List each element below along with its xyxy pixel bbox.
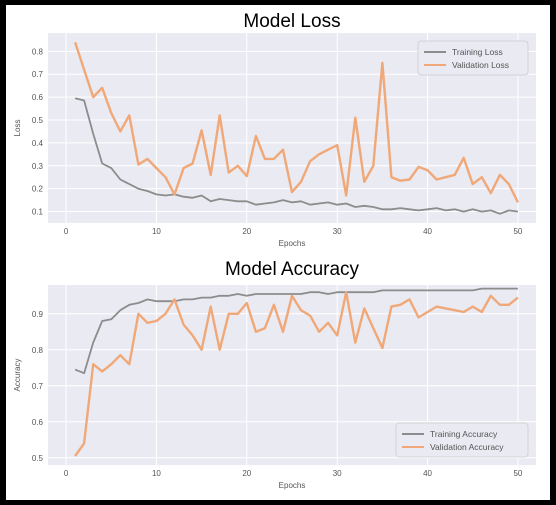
model-accuracy-x-tick-label: 10	[152, 469, 161, 478]
model-accuracy-x-tick-label: 0	[64, 469, 69, 478]
model-accuracy-legend: Training Accuracy Validation Accuracy	[395, 422, 529, 458]
model-loss-y-tick-label: 0.2	[32, 185, 44, 194]
model-accuracy-title: Model Accuracy	[225, 259, 360, 280]
model-loss-x-tick-label: 10	[152, 227, 161, 236]
model-loss-series-validation-loss	[73, 41, 519, 203]
model-accuracy-y-tick-label: 0.6	[32, 418, 44, 427]
chart-model-loss: 0 10 20 30 40 50 0.1 0.2 0.3 0.4 0.5 0.6 0.7 0.8 Model…	[13, 11, 536, 248]
model-loss-title: Model Loss	[243, 11, 340, 32]
model-loss-x-tick-label: 40	[423, 227, 432, 236]
model-accuracy-legend-entry: Validation Accuracy	[430, 442, 504, 452]
model-loss-y-tick-label: 0.8	[32, 47, 44, 56]
model-loss-y-tick-label: 0.3	[32, 162, 44, 171]
model-loss-x-axis-label: Epochs	[279, 239, 306, 248]
model-loss-x-tick-label: 20	[242, 227, 251, 236]
model-accuracy-y-tick-label: 0.8	[32, 346, 44, 355]
model-loss-y-tick-label: 0.5	[32, 116, 44, 125]
model-accuracy-y-tick-label: 0.5	[32, 454, 44, 463]
model-loss-series-training-loss	[74, 97, 519, 215]
model-accuracy-y-axis-label: Accuracy	[13, 359, 22, 392]
model-accuracy-x-tick-label: 20	[242, 469, 251, 478]
model-accuracy-x-tick-label: 30	[333, 469, 342, 478]
model-loss-legend: Training Loss Validation Loss	[417, 40, 529, 76]
model-loss-y-tick-label: 0.1	[32, 208, 44, 217]
model-accuracy-x-axis-label: Epochs	[279, 481, 306, 490]
model-accuracy-x-tick-label: 50	[513, 469, 522, 478]
model-loss-legend-entry: Training Loss	[452, 47, 503, 57]
model-accuracy-series-validation-accuracy	[74, 291, 519, 457]
model-accuracy-series-training-accuracy	[74, 287, 518, 375]
model-loss-legend-entry: Validation Loss	[452, 60, 509, 70]
model-accuracy-legend-entry: Training Accuracy	[430, 429, 498, 439]
model-accuracy-x-tick-label: 40	[423, 469, 432, 478]
model-loss-x-tick-label: 30	[333, 227, 342, 236]
figure-svg: 0 10 20 30 40 50 0.1 0.2 0.3 0.4 0.5 0.6 0.7 0.8 Model…	[13, 11, 536, 490]
model-loss-y-tick-label: 0.6	[32, 93, 44, 102]
model-loss-legend-box	[417, 40, 529, 76]
model-loss-x-tick-label: 0	[64, 227, 69, 236]
model-accuracy-y-tick-label: 0.7	[32, 382, 44, 391]
model-loss-y-tick-label: 0.7	[32, 70, 44, 79]
model-accuracy-y-tick-label: 0.9	[32, 310, 44, 319]
model-accuracy-legend-box	[395, 422, 529, 458]
model-loss-y-tick-label: 0.4	[32, 139, 44, 148]
model-loss-y-axis-label: Loss	[13, 120, 22, 137]
model-loss-x-tick-label: 50	[513, 227, 522, 236]
figure-frame: 0 10 20 30 40 50 0.1 0.2 0.3 0.4 0.5 0.6 0.7 0.8 Model…	[6, 5, 550, 500]
chart-model-accuracy: 0 10 20 30 40 50 0.5 0.6 0.7 0.8 0.9 Model Accuracy…	[13, 259, 536, 490]
